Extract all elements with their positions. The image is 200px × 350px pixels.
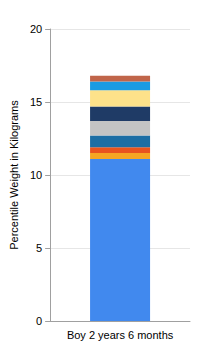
svg-text:Percentile Weight in Kilograms: Percentile Weight in Kilograms <box>8 100 20 250</box>
svg-text:5: 5 <box>36 242 42 254</box>
svg-text:Boy 2 years 6 months: Boy 2 years 6 months <box>67 329 174 341</box>
svg-text:10: 10 <box>30 169 42 181</box>
svg-text:0: 0 <box>36 315 42 327</box>
svg-text:15: 15 <box>30 96 42 108</box>
svg-text:20: 20 <box>30 23 42 35</box>
